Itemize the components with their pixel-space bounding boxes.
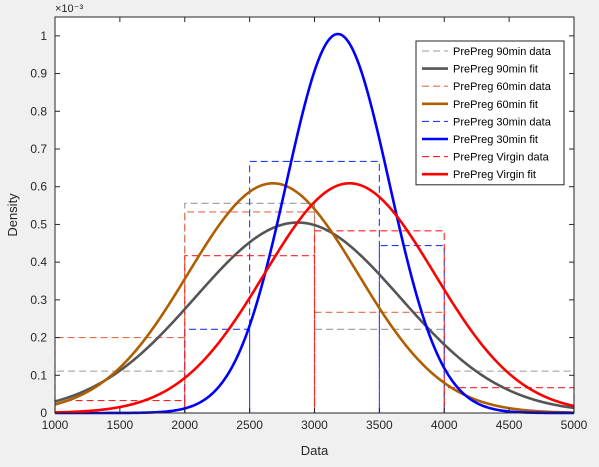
x-tick-label: 2000 — [171, 418, 198, 432]
y-tick-label: 0.9 — [30, 67, 47, 81]
fit-curve-3 — [54, 181, 575, 414]
fit-curve-7 — [54, 181, 575, 414]
legend-label: PrePreg 30min data — [453, 116, 552, 128]
y-tick-label: 0.3 — [30, 293, 47, 307]
y-tick-label: 0.7 — [30, 142, 47, 156]
y-tick-label: 0.4 — [30, 255, 47, 269]
y-tick-label: 0.6 — [30, 180, 47, 194]
x-tick-label: 1000 — [42, 418, 69, 432]
y-tick-label: 1 — [40, 29, 47, 43]
x-tick-label: 3500 — [366, 418, 393, 432]
x-tick-label: 4000 — [431, 418, 458, 432]
y-tick-label: 0 — [40, 406, 47, 420]
legend-label: PrePreg 60min fit — [453, 99, 538, 111]
histogram-6 — [54, 230, 575, 413]
x-tick-label: 1500 — [107, 418, 134, 432]
legend-box — [415, 40, 565, 186]
legend-label: PrePreg 90min fit — [453, 64, 538, 76]
legend-label: PrePreg Virgin fit — [453, 169, 536, 181]
legend-label: PrePreg 90min data — [453, 46, 552, 58]
y-tick-label: 0.8 — [30, 104, 47, 118]
y-tick-label: 0.5 — [30, 217, 47, 231]
y-tick-label: 0.1 — [30, 368, 47, 382]
histogram-2 — [54, 211, 574, 414]
x-tick-label: 4500 — [496, 418, 523, 432]
x-axis-label: Data — [301, 443, 329, 458]
x-tick-label: 2500 — [236, 418, 263, 432]
x-tick-label: 3000 — [301, 418, 328, 432]
legend: PrePreg 90min data PrePreg 90min fit PrePr… — [415, 40, 565, 186]
y-axis-label: Density — [5, 193, 20, 237]
y-tick-label: 0.2 — [30, 331, 47, 345]
x-tick-label: 5000 — [561, 418, 588, 432]
histogram-4 — [184, 160, 445, 413]
legend-label: PrePreg Virgin data — [453, 152, 550, 164]
legend-label: PrePreg 30min fit — [453, 134, 538, 146]
fit-curve-1 — [54, 221, 575, 410]
legend-label: PrePreg 60min data — [453, 81, 552, 93]
y-exponent-label: ×10⁻³ — [55, 3, 83, 15]
